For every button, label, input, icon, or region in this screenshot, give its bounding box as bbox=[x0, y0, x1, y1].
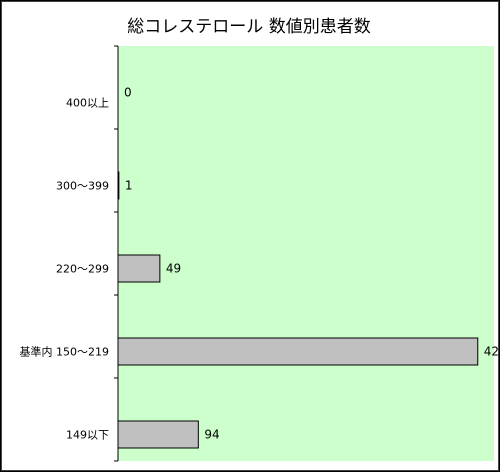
bar bbox=[118, 421, 198, 448]
category-label: 149以下 bbox=[66, 429, 109, 442]
bar bbox=[118, 338, 478, 365]
bar bbox=[118, 255, 160, 282]
data-label: 421 bbox=[484, 345, 500, 359]
chart-title: 総コレステロール 数値別患者数 bbox=[127, 17, 370, 37]
category-label: 300～399 bbox=[56, 180, 109, 193]
category-label: 220～299 bbox=[56, 263, 109, 276]
plot-area bbox=[118, 46, 494, 461]
data-label: 0 bbox=[124, 86, 132, 100]
data-label: 1 bbox=[125, 179, 133, 193]
category-label: 400以上 bbox=[66, 97, 109, 110]
data-label: 94 bbox=[204, 428, 219, 442]
category-label: 基準内 150～219 bbox=[20, 345, 110, 359]
data-label: 49 bbox=[166, 262, 181, 276]
bar bbox=[118, 172, 119, 199]
